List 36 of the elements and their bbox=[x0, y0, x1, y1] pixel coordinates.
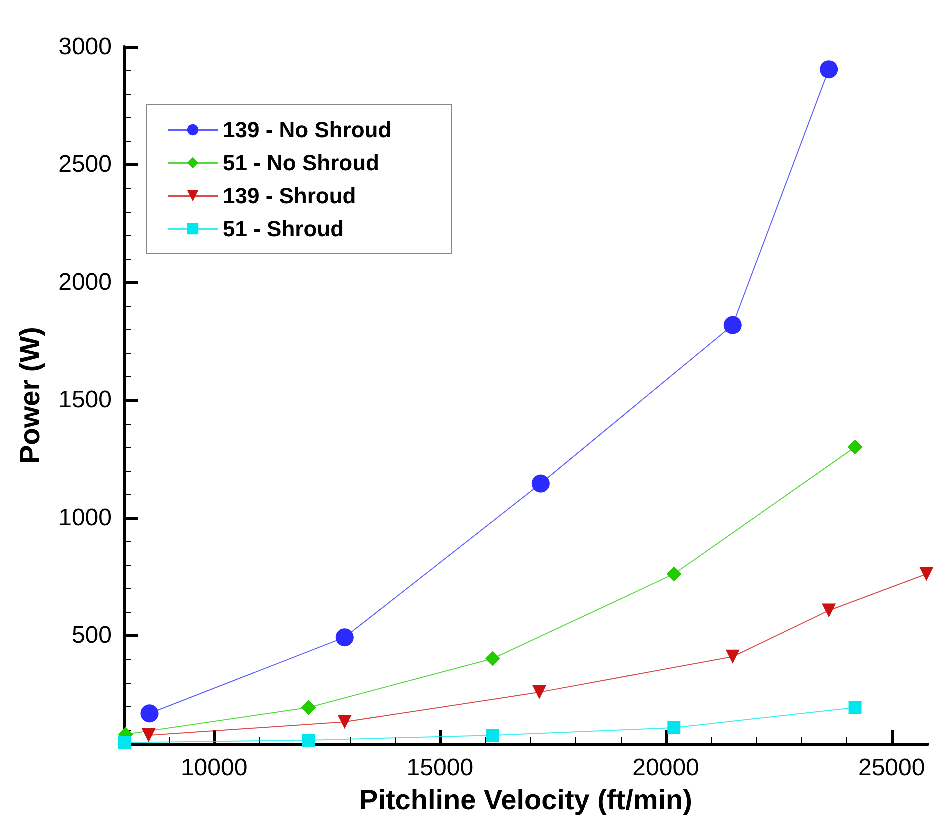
point bbox=[486, 651, 501, 666]
point bbox=[118, 736, 132, 750]
point bbox=[668, 721, 681, 734]
point bbox=[848, 701, 862, 714]
y-tick-label: 2000 bbox=[58, 268, 112, 296]
legend-label: 139 - No Shroud bbox=[223, 118, 392, 142]
x-tick-label: 10000 bbox=[180, 754, 248, 782]
y-tick-label: 500 bbox=[72, 622, 112, 650]
point bbox=[532, 685, 547, 700]
y-tick-label: 1500 bbox=[58, 386, 112, 414]
y-tick-label: 2500 bbox=[58, 151, 112, 178]
point bbox=[142, 728, 156, 743]
legend-label: 139 - Shroud bbox=[223, 184, 356, 208]
point bbox=[820, 60, 838, 79]
point bbox=[920, 567, 934, 582]
point bbox=[486, 729, 500, 742]
y-tick-label: 1000 bbox=[58, 504, 112, 532]
point bbox=[336, 628, 354, 647]
x-tick-label: 20000 bbox=[632, 754, 700, 782]
point bbox=[822, 604, 836, 618]
x-tick-label: 25000 bbox=[858, 754, 926, 782]
point bbox=[848, 440, 863, 455]
point bbox=[532, 474, 550, 493]
point bbox=[301, 700, 316, 716]
point bbox=[666, 566, 682, 582]
point bbox=[338, 715, 352, 730]
legend-label: 51 - No Shroud bbox=[223, 150, 380, 176]
point bbox=[140, 704, 159, 723]
point bbox=[302, 734, 316, 747]
y-tick-label: 3000 bbox=[58, 34, 112, 60]
x-tick-label: 15000 bbox=[406, 754, 474, 782]
y-axis-title: Power (W) bbox=[14, 327, 46, 464]
point bbox=[724, 316, 742, 334]
legend-label: 51 - Shroud bbox=[223, 216, 344, 242]
x-axis-title: Pitchline Velocity (ft/min) bbox=[360, 784, 692, 816]
point bbox=[726, 650, 740, 664]
